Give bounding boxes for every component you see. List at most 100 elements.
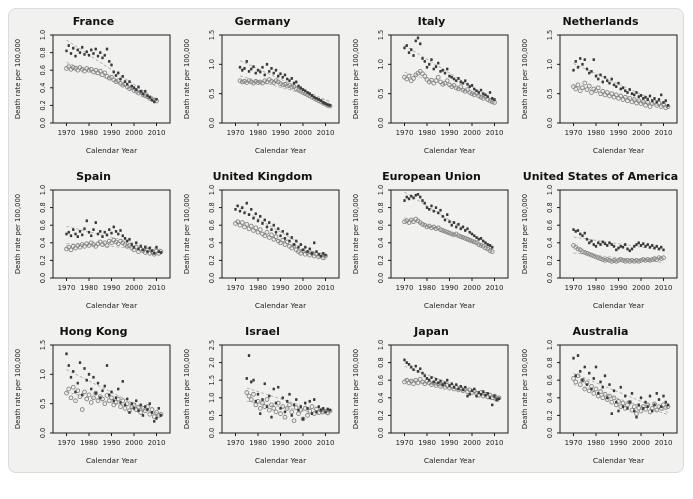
- data-point-dark: [87, 230, 91, 234]
- data-point-dark: [486, 243, 489, 246]
- data-point-dark: [76, 48, 79, 52]
- data-point-dark: [128, 411, 131, 414]
- data-point-dark: [644, 400, 647, 404]
- data-point-open: [438, 227, 443, 232]
- data-point-dark: [416, 193, 420, 196]
- y-tick-label: 1.0: [546, 340, 554, 350]
- data-point-dark: [87, 372, 91, 376]
- data-point-open: [298, 88, 304, 94]
- data-point-open: [595, 85, 601, 91]
- data-point-open: [255, 80, 261, 85]
- x-tick-label: 2010: [655, 439, 673, 447]
- data-point-dark: [245, 60, 248, 63]
- chart-panel-japan: Japan 0.0 0.2 0.4 0.6 0.8 1.0 1970 1980 1990 2000 2…: [347, 319, 516, 474]
- data-point-open: [622, 94, 628, 100]
- data-point-dark: [624, 243, 627, 246]
- data-point-dark: [105, 364, 109, 367]
- data-point-dark: [234, 207, 237, 211]
- data-point-dark: [141, 92, 145, 96]
- y-tick-label: 1.0: [39, 185, 47, 195]
- data-point-dark: [644, 244, 647, 248]
- data-point-dark: [272, 223, 275, 227]
- x-tick-label: 1980: [418, 129, 436, 137]
- plot-box: [221, 189, 340, 279]
- x-tick-label: 1980: [80, 284, 98, 292]
- data-point-open: [115, 78, 121, 84]
- data-point-open: [600, 395, 606, 401]
- data-point-dark: [85, 219, 88, 223]
- data-point-open: [278, 81, 283, 87]
- series-dark-points: [572, 228, 665, 253]
- data-point-open: [631, 404, 637, 409]
- data-point-open: [262, 78, 268, 84]
- data-point-open: [663, 105, 669, 111]
- x-tick-label: 2000: [125, 439, 143, 447]
- data-point-dark: [477, 237, 480, 241]
- data-point-open: [467, 237, 473, 243]
- data-point-dark: [135, 241, 138, 245]
- data-point-open: [138, 410, 144, 415]
- data-point-dark: [470, 389, 474, 393]
- x-tick-label: 1990: [103, 129, 121, 137]
- data-point-dark: [132, 86, 136, 90]
- data-point-dark: [69, 234, 73, 238]
- data-point-dark: [243, 67, 246, 70]
- data-point-open: [451, 232, 457, 238]
- data-point-open: [577, 88, 583, 94]
- data-point-dark: [105, 233, 109, 237]
- y-tick-label: 0.8: [377, 202, 385, 213]
- data-point-dark: [141, 248, 145, 252]
- data-point-dark: [108, 60, 111, 63]
- data-point-open: [411, 76, 416, 81]
- data-point-dark: [576, 354, 580, 357]
- y-tick-label: 1.5: [377, 30, 385, 40]
- data-point-dark: [639, 396, 643, 400]
- data-point-dark: [421, 199, 424, 202]
- y-tick-label: 0.5: [39, 398, 47, 409]
- data-point-dark: [76, 381, 79, 385]
- data-point-open: [284, 83, 290, 89]
- data-point-open: [663, 405, 669, 410]
- x-tick-label: 1990: [610, 284, 628, 292]
- x-tick-label: 1980: [249, 284, 267, 292]
- data-point-open: [237, 78, 243, 84]
- data-point-open: [593, 88, 599, 94]
- data-point-dark: [468, 85, 471, 89]
- series-dark-points: [403, 36, 496, 101]
- chart-title: France: [72, 15, 115, 28]
- data-point-dark: [117, 387, 120, 391]
- y-tick-label: 0.6: [377, 375, 385, 386]
- data-point-open: [109, 240, 114, 246]
- data-point-dark: [617, 81, 620, 85]
- y-tick-label: 0.0: [377, 273, 385, 284]
- data-point-open: [242, 78, 247, 84]
- data-point-dark: [459, 227, 462, 231]
- data-point-dark: [110, 63, 113, 67]
- chart-title: Japan: [414, 325, 449, 338]
- trend-line-dark-points: [573, 373, 669, 413]
- data-point-open: [580, 377, 585, 383]
- chart-panel-hong-kong: Hong Kong 0.0 0.5 1.0 1.5 1970 1980 1990 2000 201…: [9, 319, 178, 474]
- series-dark-points: [65, 219, 163, 255]
- data-point-dark: [606, 79, 609, 83]
- data-point-dark: [130, 84, 133, 88]
- chart-panel-united-states-of-america: United States of America 0.0 0.2 0.4 0.6 0.8 1…: [516, 164, 685, 319]
- series-open-circles: [402, 376, 502, 402]
- data-point-open: [257, 79, 263, 85]
- data-point-open: [492, 393, 497, 399]
- data-point-open: [269, 232, 274, 238]
- data-point-open: [73, 245, 78, 251]
- series-open-circles: [571, 243, 666, 264]
- data-point-open: [97, 239, 103, 245]
- data-point-dark: [252, 378, 255, 382]
- data-point-dark: [148, 246, 151, 250]
- x-tick-label: 2010: [655, 129, 673, 137]
- y-tick-label: 0.4: [208, 238, 216, 249]
- data-point-open: [575, 246, 581, 252]
- data-point-dark: [466, 394, 469, 398]
- data-point-open: [453, 85, 459, 91]
- data-point-dark: [439, 208, 442, 212]
- data-point-open: [636, 98, 642, 104]
- data-point-dark: [660, 405, 663, 408]
- data-point-dark: [135, 399, 138, 403]
